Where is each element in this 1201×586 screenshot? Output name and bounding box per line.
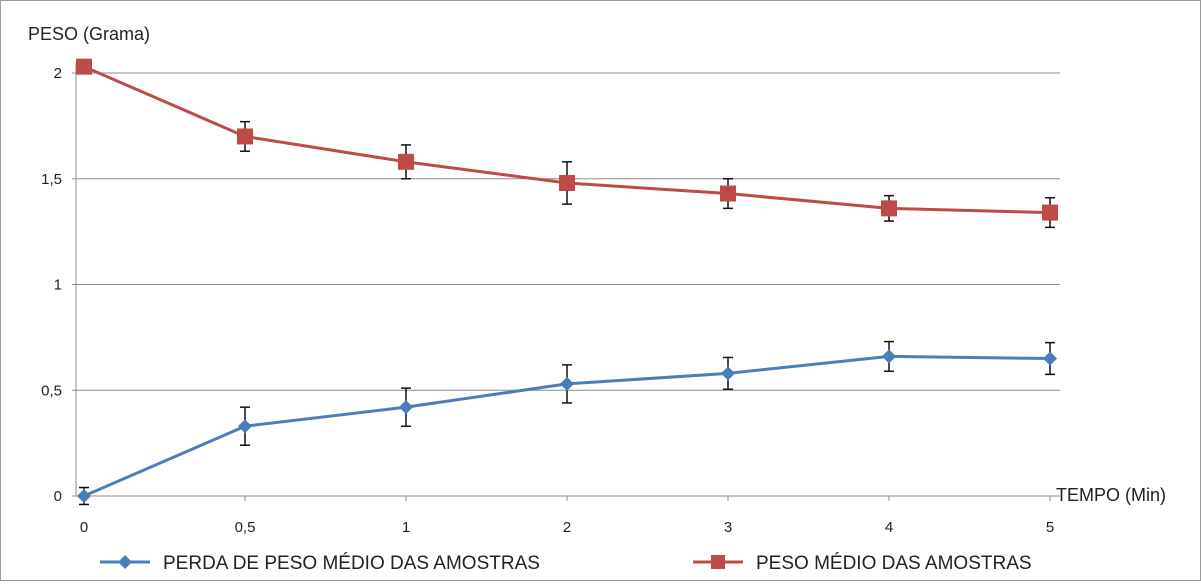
data-point (77, 489, 91, 503)
y-tick-label: 1,5 (41, 171, 62, 188)
data-point (720, 185, 736, 202)
legend-label: PERDA DE PESO MÉDIO DAS AMOSTRAS (163, 553, 540, 574)
x-tick-label: 1 (402, 519, 410, 536)
data-point (1043, 351, 1057, 366)
y-tick-label: 1 (54, 277, 62, 294)
data-point (76, 58, 92, 75)
data-point (559, 174, 575, 191)
legend-marker (118, 555, 132, 569)
data-point (237, 128, 253, 145)
series-group (76, 58, 1058, 506)
data-point (399, 400, 413, 415)
x-tick-labels: 0 0,5 1 2 3 4 5 (80, 519, 1054, 536)
y-tick-labels: 0 0,5 1 1,5 2 (41, 65, 62, 505)
data-point (882, 349, 896, 364)
y-tick-label: 0 (54, 488, 62, 505)
legend-item: PESO MÉDIO DAS AMOSTRAS (693, 553, 1032, 574)
x-tick-label: 4 (885, 519, 893, 536)
series-2 (76, 58, 1058, 229)
x-axis-title: TEMPO (Min) (1056, 485, 1166, 505)
series-1 (77, 340, 1057, 506)
data-point (881, 200, 897, 217)
legend-marker (711, 555, 725, 569)
y-tick-label: 0,5 (41, 382, 62, 399)
data-point (560, 376, 574, 391)
data-point (721, 366, 735, 381)
y-axis-title: PESO (Grama) (28, 24, 150, 44)
legend: PERDA DE PESO MÉDIO DAS AMOSTRAS PESO MÉD… (100, 553, 1032, 574)
x-tick-label: 3 (724, 519, 732, 536)
x-tick-label: 2 (563, 519, 571, 536)
data-point (398, 153, 414, 170)
y-tick-label: 2 (54, 65, 62, 82)
x-tick-label: 0,5 (235, 519, 256, 536)
data-point (238, 419, 252, 434)
legend-label: PESO MÉDIO DAS AMOSTRAS (756, 553, 1032, 574)
legend-item: PERDA DE PESO MÉDIO DAS AMOSTRAS (100, 553, 540, 574)
x-tick-label: 0 (80, 519, 88, 536)
x-tick-label: 5 (1046, 519, 1054, 536)
data-point (1042, 204, 1058, 221)
